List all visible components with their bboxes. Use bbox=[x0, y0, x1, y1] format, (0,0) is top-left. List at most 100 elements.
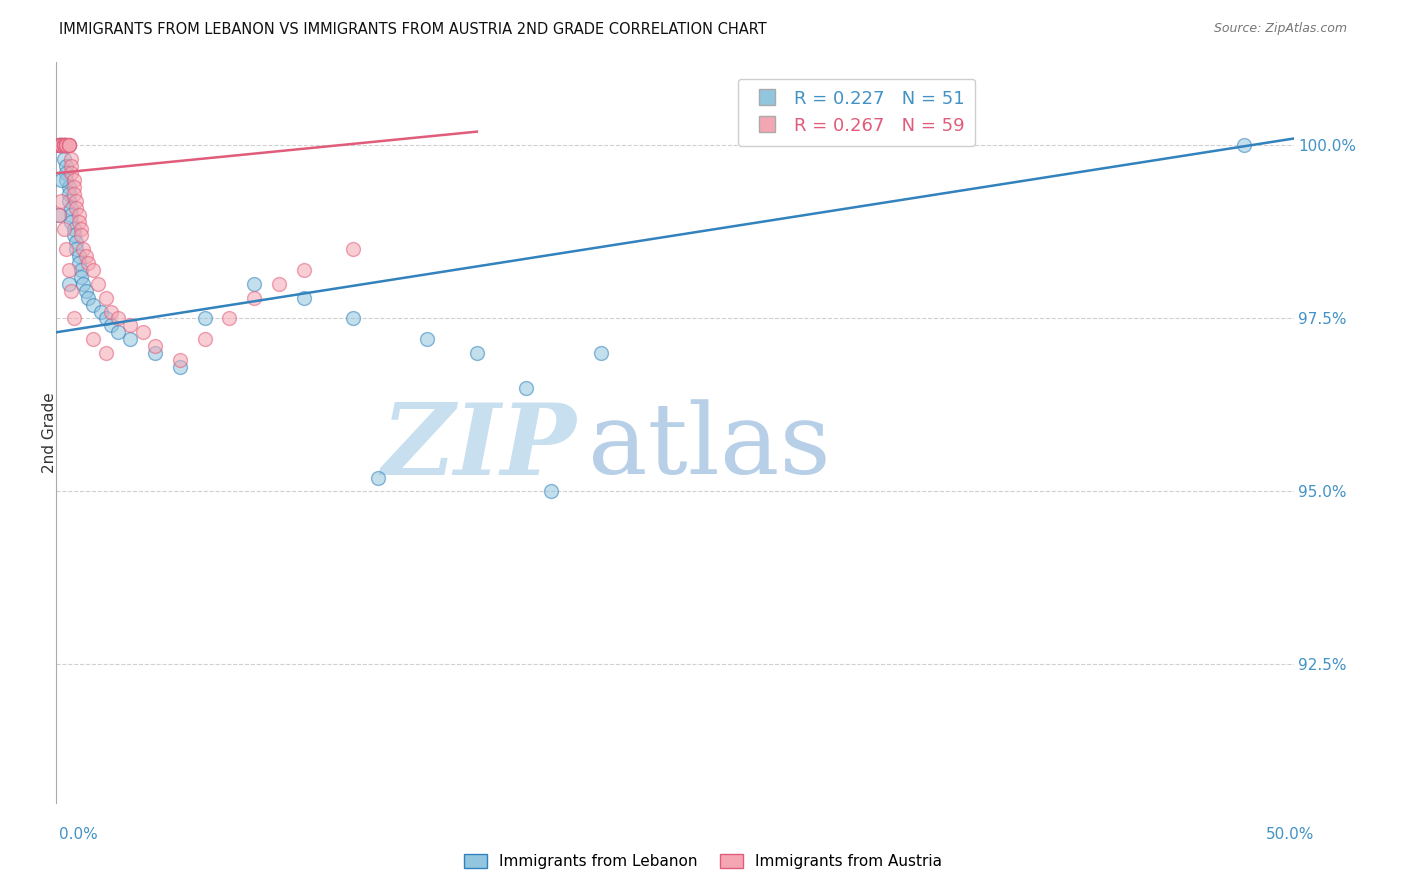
Point bbox=[48, 138, 70, 153]
Point bbox=[107, 311, 129, 326]
Point bbox=[100, 318, 122, 333]
Point bbox=[1233, 138, 1256, 153]
Point bbox=[48, 138, 70, 153]
Point bbox=[62, 311, 84, 326]
Point bbox=[82, 332, 104, 346]
Point bbox=[292, 263, 315, 277]
Text: ZIP: ZIP bbox=[381, 400, 576, 496]
Point bbox=[48, 208, 70, 222]
Point bbox=[82, 297, 104, 311]
Point bbox=[218, 311, 240, 326]
Point bbox=[194, 332, 217, 346]
Point bbox=[465, 346, 488, 360]
Point bbox=[55, 242, 77, 256]
Point bbox=[60, 159, 83, 173]
Point bbox=[58, 263, 80, 277]
Point bbox=[51, 138, 73, 153]
Point bbox=[70, 228, 93, 243]
Point bbox=[60, 284, 83, 298]
Point bbox=[52, 221, 75, 235]
Text: 0.0%: 0.0% bbox=[59, 827, 98, 841]
Point bbox=[90, 304, 112, 318]
Text: atlas: atlas bbox=[588, 400, 831, 495]
Point bbox=[48, 138, 70, 153]
Point bbox=[100, 304, 122, 318]
Point bbox=[55, 138, 77, 153]
Point bbox=[65, 194, 87, 208]
Point bbox=[67, 208, 90, 222]
Point bbox=[51, 173, 73, 187]
Point bbox=[51, 138, 73, 153]
Point bbox=[62, 228, 84, 243]
Point bbox=[52, 138, 75, 153]
Point bbox=[48, 138, 70, 153]
Point bbox=[194, 311, 217, 326]
Point bbox=[75, 249, 97, 263]
Point bbox=[107, 326, 129, 340]
Point bbox=[75, 284, 97, 298]
Point bbox=[51, 138, 73, 153]
Point bbox=[132, 326, 155, 340]
Point bbox=[87, 277, 110, 291]
Point bbox=[51, 138, 73, 153]
Point bbox=[58, 138, 80, 153]
Point bbox=[243, 277, 266, 291]
Point bbox=[70, 221, 93, 235]
Point bbox=[62, 221, 84, 235]
Point bbox=[77, 291, 100, 305]
Point bbox=[65, 201, 87, 215]
Point bbox=[58, 180, 80, 194]
Point bbox=[67, 214, 90, 228]
Point bbox=[292, 291, 315, 305]
Y-axis label: 2nd Grade: 2nd Grade bbox=[42, 392, 56, 473]
Point bbox=[60, 201, 83, 215]
Point bbox=[52, 138, 75, 153]
Point bbox=[52, 138, 75, 153]
Point bbox=[70, 263, 93, 277]
Point bbox=[58, 138, 80, 153]
Point bbox=[60, 153, 83, 167]
Point bbox=[55, 159, 77, 173]
Point bbox=[60, 166, 83, 180]
Point bbox=[60, 214, 83, 228]
Point bbox=[62, 180, 84, 194]
Point bbox=[70, 269, 93, 284]
Point bbox=[52, 138, 75, 153]
Point bbox=[52, 138, 75, 153]
Point bbox=[342, 311, 364, 326]
Point bbox=[120, 318, 142, 333]
Point bbox=[143, 346, 166, 360]
Point bbox=[51, 138, 73, 153]
Point bbox=[67, 256, 90, 270]
Point bbox=[515, 381, 537, 395]
Point bbox=[120, 332, 142, 346]
Point bbox=[51, 138, 73, 153]
Point bbox=[72, 242, 94, 256]
Point bbox=[58, 138, 80, 153]
Point bbox=[52, 153, 75, 167]
Point bbox=[55, 138, 77, 153]
Point bbox=[67, 249, 90, 263]
Point bbox=[94, 291, 117, 305]
Legend: Immigrants from Lebanon, Immigrants from Austria: Immigrants from Lebanon, Immigrants from… bbox=[457, 848, 949, 875]
Point bbox=[94, 346, 117, 360]
Point bbox=[169, 353, 191, 368]
Text: 50.0%: 50.0% bbox=[1267, 827, 1315, 841]
Point bbox=[55, 173, 77, 187]
Point bbox=[65, 235, 87, 250]
Point bbox=[55, 138, 77, 153]
Point bbox=[58, 277, 80, 291]
Point bbox=[62, 186, 84, 201]
Point bbox=[169, 359, 191, 374]
Point bbox=[51, 194, 73, 208]
Point bbox=[367, 470, 389, 484]
Point bbox=[82, 263, 104, 277]
Point bbox=[267, 277, 290, 291]
Point bbox=[143, 339, 166, 353]
Point bbox=[51, 138, 73, 153]
Point bbox=[58, 186, 80, 201]
Point bbox=[48, 208, 70, 222]
Point bbox=[48, 138, 70, 153]
Point bbox=[77, 256, 100, 270]
Point bbox=[62, 173, 84, 187]
